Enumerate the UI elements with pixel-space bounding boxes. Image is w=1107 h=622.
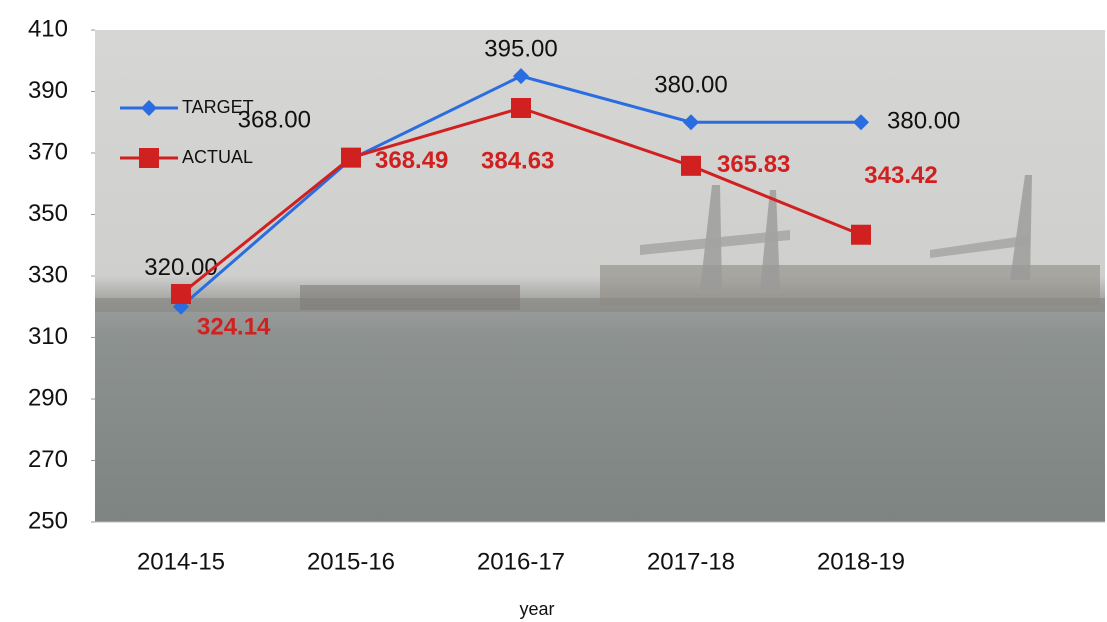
legend-label: TARGET (182, 97, 254, 117)
y-tick-label: 350 (28, 200, 68, 227)
x-tick-label: 2015-16 (307, 548, 395, 575)
chart: year 250 270 290 310 330 350 370 390 410 2014-15 2… (0, 0, 1107, 622)
data-label: 320.00 (144, 254, 217, 281)
legend-item: ACTUAL (120, 147, 253, 168)
marker (681, 156, 701, 176)
data-label: 395.00 (484, 35, 557, 62)
marker (341, 148, 361, 168)
y-tick-label: 330 (28, 261, 68, 288)
x-tick-label: 2014-15 (137, 548, 225, 575)
x-tick-label: 2018-19 (817, 548, 905, 575)
y-tick-label: 270 (28, 446, 68, 473)
y-tick-label: 310 (28, 323, 68, 350)
marker (511, 98, 531, 118)
y-tick-label: 410 (28, 15, 68, 42)
data-label: 380.00 (887, 108, 960, 135)
data-label: 384.63 (481, 147, 554, 174)
x-tick-label: 2017-18 (647, 548, 735, 575)
marker (851, 225, 871, 245)
data-label: 324.14 (197, 313, 271, 340)
y-tick-label: 290 (28, 384, 68, 411)
legend-label: ACTUAL (182, 147, 253, 167)
x-axis-label: year (519, 599, 554, 619)
data-label: 365.83 (717, 151, 790, 178)
y-tick-label: 390 (28, 77, 68, 104)
x-tick-label: 2016-17 (477, 548, 565, 575)
data-label: 380.00 (654, 72, 727, 99)
marker (139, 148, 159, 168)
marker (171, 284, 191, 304)
y-tick-label: 250 (28, 507, 68, 534)
y-tick-label: 370 (28, 138, 68, 165)
data-label: 343.42 (864, 162, 937, 189)
data-label: 368.49 (375, 147, 448, 174)
